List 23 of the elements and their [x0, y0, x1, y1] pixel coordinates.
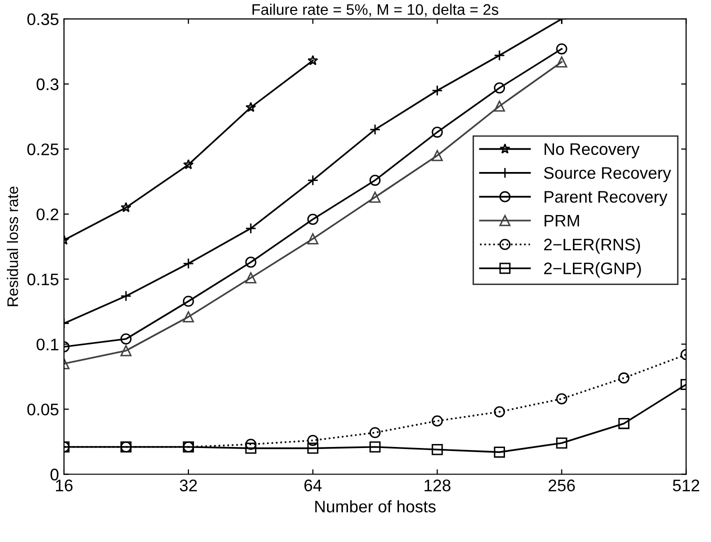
- x-tick-label: 32: [180, 480, 197, 492]
- x-tick-label: 128: [424, 480, 450, 492]
- y-tick-label: 0.25: [27, 143, 58, 156]
- legend-label: PRM: [544, 214, 579, 226]
- legend-label: 2−LER(GNP): [544, 262, 641, 278]
- legend-label: No Recovery: [544, 143, 640, 158]
- x-tick-label: 256: [548, 480, 575, 492]
- x-tick-label: 16: [56, 480, 73, 492]
- y-tick-label: 0.1: [36, 338, 58, 350]
- x-tick-label: 64: [304, 480, 322, 492]
- x-tick-label: 512: [672, 480, 700, 492]
- y-tick-label: 0.05: [27, 404, 58, 416]
- legend-label: Source Recovery: [544, 167, 672, 182]
- y-tick-label: 0.15: [27, 274, 58, 286]
- y-tick-label: 0: [50, 468, 58, 480]
- y-tick-label: 0.3: [36, 78, 58, 90]
- x-axis-title: Number of hosts: [315, 500, 436, 512]
- y-axis-title: Residual loss rate: [6, 186, 18, 306]
- y-tick-label: 0.2: [36, 208, 58, 220]
- chart-title: Failure rate = 5%, M = 10, delta = 2s: [252, 4, 498, 17]
- legend-label: 2−LER(RNS): [544, 238, 640, 254]
- legend-label: Parent Recovery: [544, 191, 668, 206]
- y-tick-label: 0.35: [27, 13, 58, 26]
